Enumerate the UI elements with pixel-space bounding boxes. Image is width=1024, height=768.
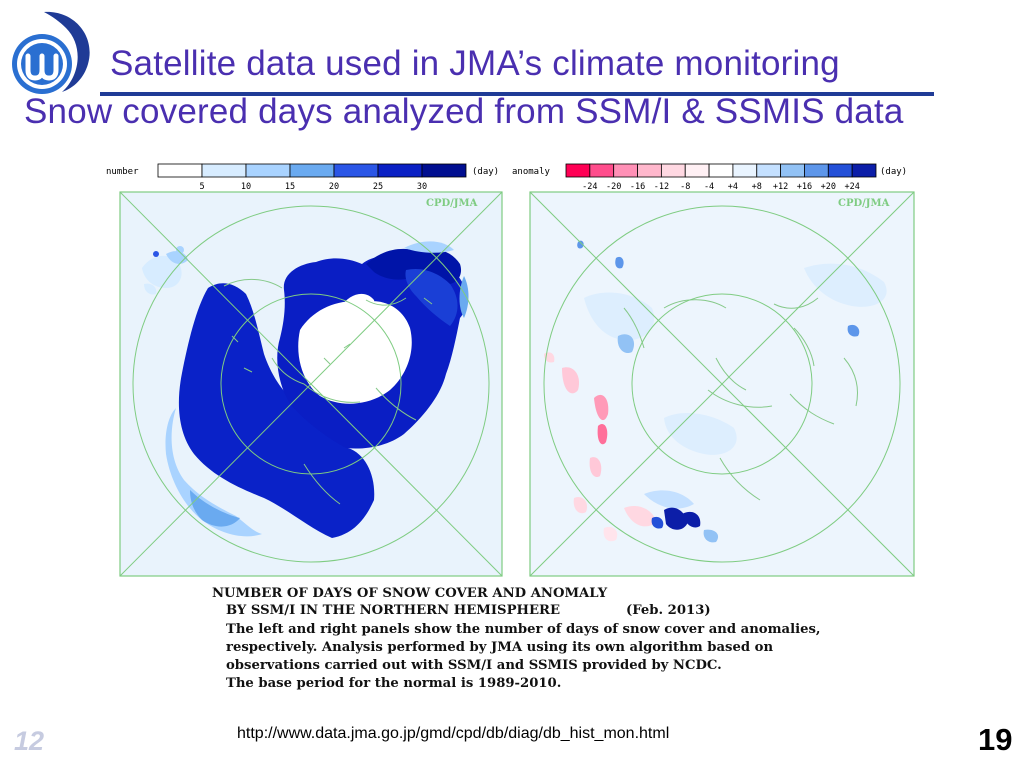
- right-legend-swatch: [660, 163, 686, 178]
- right-legend-tick: -24: [582, 182, 597, 192]
- left-legend-swatch: [421, 163, 467, 178]
- left-legend-tick: 20: [329, 182, 339, 192]
- right-legend-tick: +24: [844, 182, 859, 192]
- right-legend-swatch: [708, 163, 734, 178]
- watermark-left: CPD/JMA: [426, 198, 478, 209]
- right-legend-tick: -20: [606, 182, 621, 192]
- right-legend-tick: +4: [728, 182, 738, 192]
- right-legend-swatch: [684, 163, 710, 178]
- left-legend-tick: 10: [241, 182, 251, 192]
- left-legend-swatch: [289, 163, 335, 178]
- left-legend-swatch: [157, 163, 203, 178]
- slide-title: Satellite data used in JMA’s climate mon…: [110, 44, 840, 83]
- left-legend-label: number: [106, 167, 139, 177]
- positive-anomaly-patch: [664, 507, 688, 530]
- left-legend-tick: 30: [417, 182, 427, 192]
- right-legend-tick: +16: [797, 182, 812, 192]
- right-legend-swatch: [780, 163, 805, 178]
- north-america-snow: [178, 283, 375, 538]
- left-legend-tick: 15: [285, 182, 295, 192]
- left-legend-swatch: [333, 163, 379, 178]
- caption-line-1: The left and right panels show the numbe…: [226, 622, 821, 637]
- right-legend-scale: [565, 163, 877, 178]
- slide-number-left: 12: [14, 726, 45, 756]
- caption-line-2: respectively. Analysis performed by JMA …: [226, 640, 774, 655]
- snow-cover-figure: number (day) 5 10 15 20 25 30 anomaly (day) -…: [106, 163, 915, 577]
- right-legend-tick: -16: [630, 182, 645, 192]
- left-legend-unit: (day): [472, 167, 499, 177]
- source-url[interactable]: http://www.data.jma.go.jp/gmd/cpd/db/dia…: [237, 725, 670, 742]
- caption-line-4: The base period for the normal is 1989-2…: [226, 676, 562, 691]
- right-legend-swatch: [851, 163, 877, 178]
- right-legend-swatch: [804, 163, 829, 178]
- left-legend-scale: [157, 163, 467, 178]
- left-legend-swatch: [377, 163, 423, 178]
- left-legend-tick: 25: [373, 182, 383, 192]
- alaska-snow: [405, 268, 458, 326]
- caption-subheading: BY SSM/I IN THE NORTHERN HEMISPHERE: [226, 603, 561, 618]
- right-legend-tick: -4: [704, 182, 714, 192]
- right-legend-swatch: [827, 163, 853, 178]
- snow-days-map: CPD/JMA: [119, 191, 503, 577]
- right-legend-tick: -12: [654, 182, 669, 192]
- jma-logo: [12, 11, 90, 94]
- watermark-right: CPD/JMA: [838, 198, 890, 209]
- snow-anomaly-map: CPD/JMA: [529, 191, 915, 577]
- right-legend-tick: +8: [752, 182, 762, 192]
- slide-subtitle: Snow covered days analyzed from SSM/I & …: [24, 92, 904, 131]
- caption-date: (Feb. 2013): [626, 603, 711, 618]
- right-legend-swatch: [732, 163, 758, 178]
- right-legend-swatch: [637, 163, 662, 178]
- left-legend-ticks: 5 10 15 20 25 30: [199, 182, 427, 192]
- right-legend-unit: (day): [880, 167, 907, 177]
- right-legend-swatch: [613, 163, 638, 178]
- right-legend-swatch: [589, 163, 615, 178]
- caption-heading: NUMBER OF DAYS OF SNOW COVER AND ANOMALY: [212, 586, 608, 601]
- right-legend-tick: +12: [773, 182, 788, 192]
- arctic-white: [298, 301, 412, 404]
- right-legend-tick: +20: [821, 182, 836, 192]
- left-legend-tick: 5: [199, 182, 204, 192]
- right-legend-swatch: [756, 163, 782, 178]
- left-legend-swatch: [201, 163, 247, 178]
- slide-number-right: 19: [978, 722, 1013, 757]
- right-legend-label: anomaly: [512, 167, 551, 177]
- left-legend-swatch: [245, 163, 291, 178]
- title-underline: [100, 92, 934, 96]
- right-legend-ticks: -24 -20 -16 -12 -8 -4 +4 +8 +12 +16 +20 +24: [582, 182, 860, 192]
- right-legend-tick: -8: [680, 182, 690, 192]
- caption-line-3: observations carried out with SSM/I and …: [226, 658, 722, 673]
- right-legend-swatch: [565, 163, 591, 178]
